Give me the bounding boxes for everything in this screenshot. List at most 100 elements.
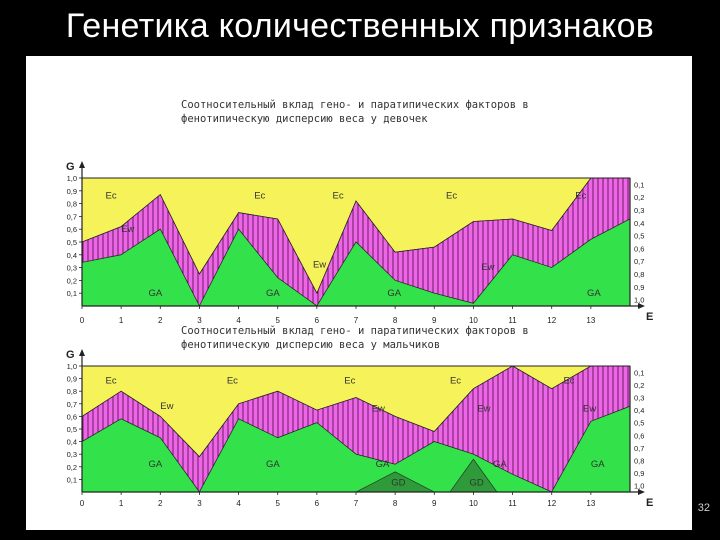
region-label: GA [376,459,390,470]
region-label: Ew [313,260,326,271]
chart-panel-1: Соотносительный вклад гено- и паратипиче… [66,99,653,325]
x-tick-label: 2 [158,499,163,508]
chart-title-line: Соотносительный вклад гено- и паратипиче… [181,325,529,337]
region-label: GA [266,459,280,470]
region-label: GA [591,459,605,470]
y-right-tick-label: 0,9 [634,283,644,292]
y-left-tick-label: 0,4 [67,251,77,260]
region-label: Ec [575,190,586,201]
y-right-tick-label: 1,0 [634,482,644,491]
region-label: GA [149,288,163,299]
region-label: Ew [121,224,134,235]
region-label: Ec [344,376,355,387]
y-axis-label: G [66,161,75,173]
x-tick-label: 9 [432,316,437,325]
x-tick-label: 12 [547,316,556,325]
y-left-tick-label: 0,1 [67,475,77,484]
x-tick-label: 5 [275,316,280,325]
x-axis-label: E [646,311,653,323]
y-axis-label: G [66,349,75,361]
y-right-tick-label: 0,9 [634,469,644,478]
x-tick-label: 1 [119,316,124,325]
x-tick-label: 5 [275,499,280,508]
y-right-tick-label: 0,1 [634,368,644,377]
x-tick-label: 13 [586,316,595,325]
region-label: Ec [105,376,116,387]
y-left-tick-label: 1,0 [67,174,77,183]
y-right-tick-label: 0,7 [634,444,644,453]
region-label: GD [470,478,484,489]
y-right-tick-label: 0,3 [634,206,644,215]
y-left-tick-label: 0,5 [67,425,77,434]
y-right-tick-label: 0,5 [634,419,644,428]
region-label: Ec [333,190,344,201]
region-label: GA [387,288,401,299]
y-right-tick-label: 0,6 [634,431,644,440]
y-right-tick-label: 0,6 [634,244,644,253]
y-left-tick-label: 0,7 [67,212,77,221]
y-left-tick-label: 0,5 [67,238,77,247]
region-label: Ec [563,376,574,387]
region-label: Ec [450,376,461,387]
chart-title-line: Соотносительный вклад гено- и паратипиче… [181,99,529,111]
y-left-tick-label: 0,9 [67,375,77,384]
x-tick-label: 13 [586,499,595,508]
x-tick-label: 3 [197,499,202,508]
slide-title: Генетика количественных признаков [65,7,655,45]
chart-panel-2: Соотносительный вклад гено- и паратипиче… [66,325,653,509]
page-number: 32 [697,502,710,514]
x-tick-label: 4 [236,499,241,508]
chart-title-line: фенотипическую дисперсию веса у девочек [181,113,428,125]
y-right-tick-label: 0,2 [634,193,644,202]
y-right-tick-label: 1,0 [634,296,644,305]
x-tick-label: 10 [469,499,478,508]
figure-panel: Соотносительный вклад гено- и паратипиче… [26,56,692,530]
y-right-tick-label: 0,4 [634,219,644,228]
x-tick-label: 1 [119,499,124,508]
region-label: Ec [105,190,116,201]
y-right-tick-label: 0,7 [634,257,644,266]
x-tick-label: 12 [547,499,556,508]
y-left-tick-label: 1,0 [67,362,77,371]
y-left-tick-label: 0,6 [67,412,77,421]
y-left-tick-label: 0,8 [67,200,77,209]
y-left-tick-label: 0,8 [67,387,77,396]
region-label: GA [587,288,601,299]
y-left-tick-label: 0,2 [67,463,77,472]
region-label: Ew [583,403,596,414]
y-right-tick-label: 0,4 [634,406,644,415]
chart-svg: Соотносительный вклад гено- и паратипиче… [66,99,653,509]
region-label: Ew [477,403,490,414]
region-label: GA [149,459,163,470]
y-axis-arrow [79,349,85,356]
y-right-tick-label: 0,1 [634,180,644,189]
y-right-tick-label: 0,8 [634,457,644,466]
x-tick-label: 6 [315,499,320,508]
y-left-tick-label: 0,6 [67,225,77,234]
y-left-tick-label: 0,9 [67,187,77,196]
x-axis-arrow [638,303,645,309]
region-label: Ec [254,190,265,201]
y-right-tick-label: 0,2 [634,381,644,390]
region-label: GA [266,288,280,299]
y-left-tick-label: 0,3 [67,450,77,459]
y-right-tick-label: 0,5 [634,232,644,241]
x-tick-label: 2 [158,316,163,325]
x-tick-label: 11 [508,316,517,325]
x-tick-label: 7 [354,316,359,325]
region-label: GA [493,459,507,470]
y-left-tick-label: 0,4 [67,438,77,447]
region-label: Ew [372,403,385,414]
x-axis-arrow [638,489,645,495]
x-tick-label: 9 [432,499,437,508]
y-left-tick-label: 0,3 [67,264,77,273]
y-left-tick-label: 0,1 [67,289,77,298]
x-tick-label: 4 [236,316,241,325]
x-tick-label: 11 [508,499,517,508]
region-label: GD [391,478,405,489]
x-tick-label: 0 [80,316,85,325]
x-tick-label: 6 [315,316,320,325]
y-left-tick-label: 0,2 [67,276,77,285]
x-tick-label: 3 [197,316,202,325]
y-axis-arrow [79,161,85,168]
